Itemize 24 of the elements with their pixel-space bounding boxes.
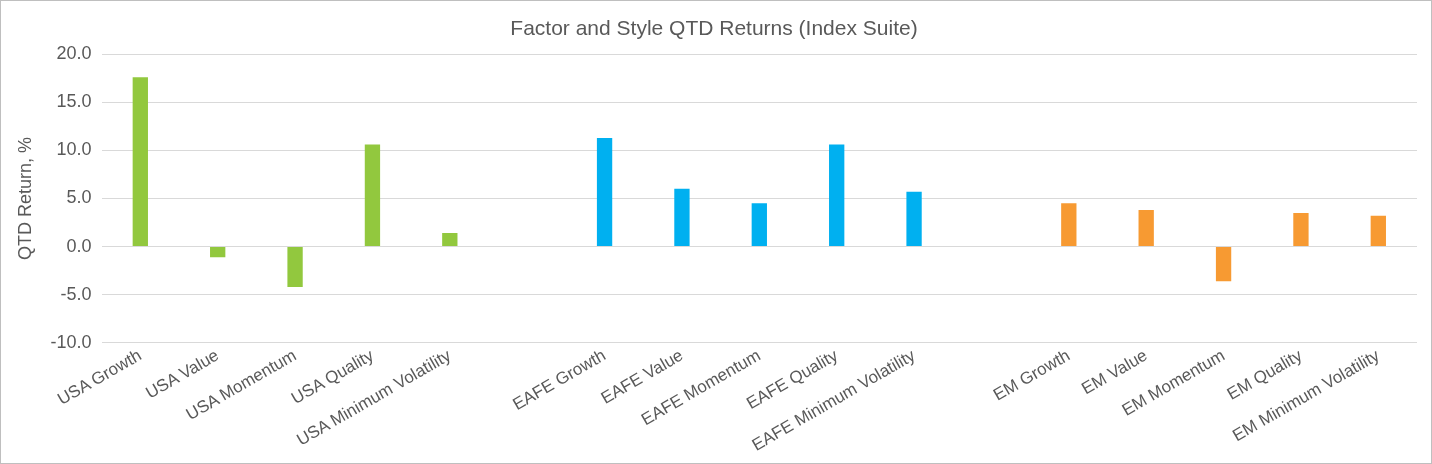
y-tick-label: 5.0: [66, 187, 92, 208]
y-axis-title: QTD Return, %: [14, 136, 35, 260]
y-tick-label: 10.0: [56, 139, 92, 160]
y-tick-label: 20.0: [56, 43, 92, 64]
bar: [906, 191, 922, 247]
y-tick-label: -5.0: [60, 283, 92, 304]
bar: [1370, 215, 1386, 247]
bar: [596, 137, 613, 247]
bar: [751, 203, 767, 247]
bar: [1138, 210, 1154, 247]
bar: [442, 233, 458, 247]
chart-title: Factor and Style QTD Returns (Index Suite): [510, 16, 918, 40]
bar: [829, 144, 845, 247]
bar: [364, 144, 381, 247]
bar: [1215, 247, 1232, 282]
y-tick-label: -10.0: [50, 331, 92, 352]
y-tick-label: 0.0: [66, 235, 92, 256]
bar: [132, 77, 148, 247]
bar: [1293, 212, 1309, 247]
bar: [210, 247, 226, 258]
bar: [1061, 203, 1077, 247]
bar: [674, 188, 690, 247]
y-tick-label: 15.0: [56, 91, 92, 112]
bar: [287, 247, 303, 287]
